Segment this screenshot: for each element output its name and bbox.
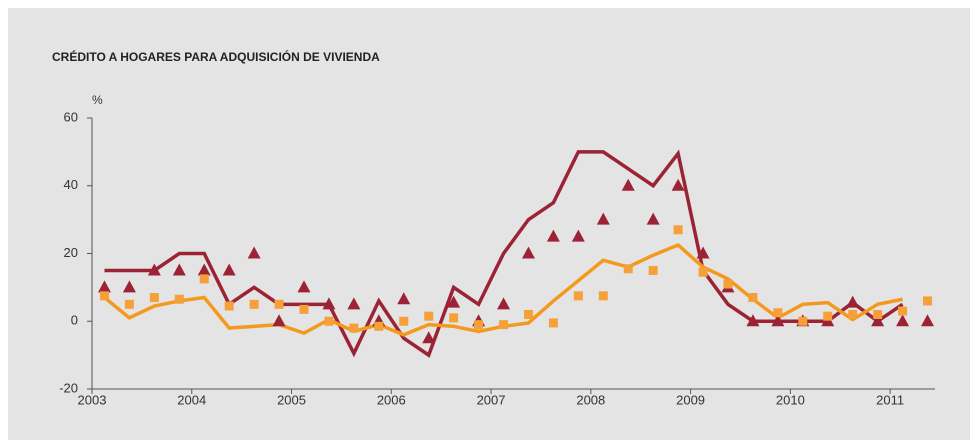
triangle-marker (596, 212, 610, 225)
y-tick-label: 60 (64, 109, 78, 124)
square-marker (199, 274, 209, 284)
square-marker (374, 321, 384, 331)
square-marker (698, 267, 708, 277)
square-marker (499, 320, 509, 330)
x-tick-label: 2011 (876, 392, 904, 407)
square-marker (573, 291, 583, 301)
x-tick-label: 2005 (277, 392, 306, 407)
square-marker (673, 225, 683, 235)
x-tick-label: 2007 (477, 392, 506, 407)
triangle-marker (571, 229, 585, 242)
square-marker (748, 293, 758, 303)
square-marker (548, 318, 558, 328)
triangle-marker (621, 178, 635, 191)
square-marker (648, 265, 658, 275)
square-marker (923, 296, 933, 306)
series-line (104, 149, 904, 358)
triangle-marker (322, 297, 336, 310)
triangle-marker (447, 295, 461, 308)
square-marker (149, 293, 159, 303)
y-tick-label: 40 (64, 177, 78, 192)
square-marker (224, 301, 234, 311)
triangle-marker (197, 263, 211, 276)
triangle-marker (272, 314, 286, 327)
square-marker (474, 320, 484, 330)
square-marker (424, 311, 434, 321)
x-tick-label: 2004 (177, 392, 206, 407)
x-tick-label: 2010 (776, 392, 805, 407)
triangle-marker (147, 263, 161, 276)
square-marker (399, 316, 409, 326)
triangle-marker (646, 212, 660, 225)
triangle-marker (397, 292, 411, 305)
triangle-marker (896, 314, 910, 327)
y-tick-label: -20 (59, 380, 78, 395)
y-tick-label: 0 (71, 313, 78, 328)
square-marker (823, 311, 833, 321)
square-marker (848, 309, 858, 319)
triangle-marker (247, 246, 261, 259)
triangle-marker (846, 295, 860, 308)
x-tick-label: 2006 (377, 392, 406, 407)
triangle-marker (297, 280, 311, 293)
square-marker (773, 308, 783, 318)
triangle-marker (172, 263, 186, 276)
square-marker (174, 294, 184, 304)
square-marker (274, 299, 284, 309)
triangle-marker (671, 178, 685, 191)
y-tick-label: 20 (64, 245, 78, 260)
triangle-marker (546, 229, 560, 242)
triangle-marker (921, 314, 935, 327)
square-marker (299, 304, 309, 314)
x-tick-label: 2003 (78, 392, 107, 407)
square-marker (898, 306, 908, 316)
triangle-marker (222, 263, 236, 276)
triangle-marker (746, 314, 760, 327)
triangle-marker (122, 280, 136, 293)
triangle-marker (771, 314, 785, 327)
triangle-marker (97, 280, 111, 293)
square-marker (623, 264, 633, 274)
square-marker (349, 323, 359, 333)
square-marker (324, 316, 334, 326)
square-marker (723, 279, 733, 289)
triangle-marker (871, 314, 885, 327)
square-marker (124, 299, 134, 309)
square-marker (873, 309, 883, 319)
square-marker (598, 291, 608, 301)
x-tick-label: 2008 (576, 392, 605, 407)
triangle-marker (422, 331, 436, 344)
square-marker (523, 309, 533, 319)
triangle-marker (497, 297, 511, 310)
panel (8, 8, 970, 440)
y-unit: % (92, 93, 103, 107)
triangle-marker (521, 246, 535, 259)
square-marker (798, 316, 808, 326)
triangle-marker (347, 297, 361, 310)
chart-title: CRÉDITO A HOGARES PARA ADQUISICIÓN DE VI… (52, 49, 380, 64)
triangle-marker (696, 246, 710, 259)
square-marker (99, 291, 109, 301)
square-marker (249, 299, 259, 309)
square-marker (449, 313, 459, 323)
x-tick-label: 2009 (676, 392, 705, 407)
